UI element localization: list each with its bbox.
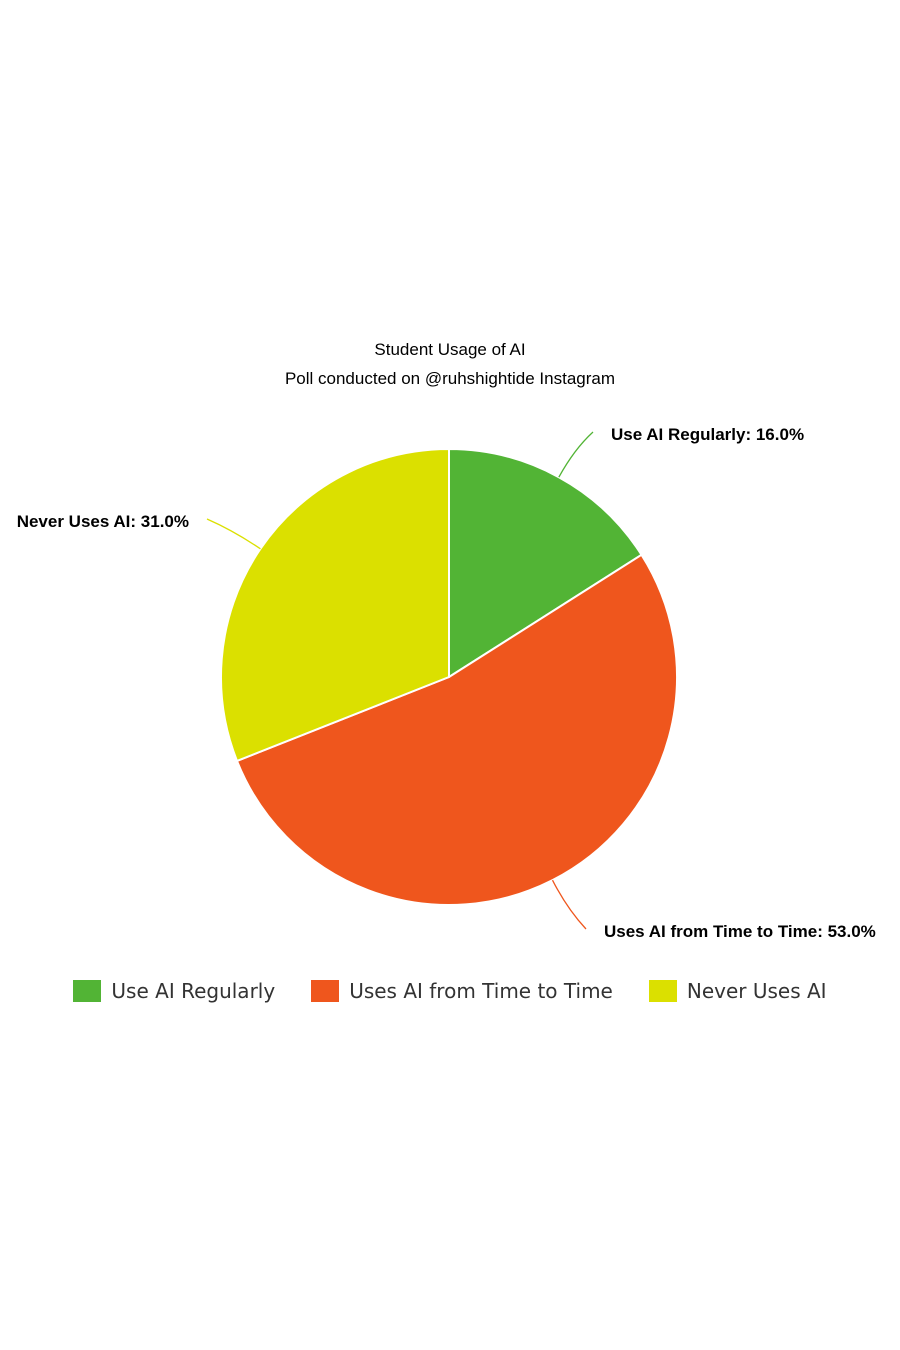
legend-swatch bbox=[648, 980, 677, 1002]
legend-item[interactable]: Never Uses AI bbox=[648, 979, 827, 1003]
data-label: Use AI Regularly: 16.0% bbox=[611, 425, 804, 444]
legend-label: Use AI Regularly bbox=[111, 979, 276, 1003]
data-label: Never Uses AI: 31.0% bbox=[17, 512, 189, 531]
legend-item[interactable]: Use AI Regularly bbox=[73, 979, 275, 1003]
chart-legend: Use AI Regularly Uses AI from Time to Tim… bbox=[0, 979, 900, 1003]
legend-label: Never Uses AI bbox=[686, 979, 827, 1003]
chart-subtitle: Poll conducted on @ruhshightide Instagra… bbox=[284, 369, 616, 388]
legend-swatch bbox=[311, 980, 340, 1002]
chart-title: Student Usage of AI bbox=[374, 340, 526, 359]
connector-line bbox=[558, 431, 594, 478]
legend-swatch bbox=[73, 980, 102, 1002]
pie-slice-never-uses-ai[interactable] bbox=[220, 447, 450, 763]
pie-slice-use-ai-regularly[interactable] bbox=[448, 447, 643, 679]
legend-label: Uses AI from Time to Time bbox=[349, 979, 613, 1003]
legend-item[interactable]: Uses AI from Time to Time bbox=[311, 979, 613, 1003]
connector-line bbox=[206, 518, 261, 550]
pie-slice-uses-ai-from-time-to-time[interactable] bbox=[235, 553, 678, 906]
data-label: Uses AI from Time to Time: 53.0% bbox=[604, 922, 876, 941]
connector-line bbox=[551, 879, 587, 930]
